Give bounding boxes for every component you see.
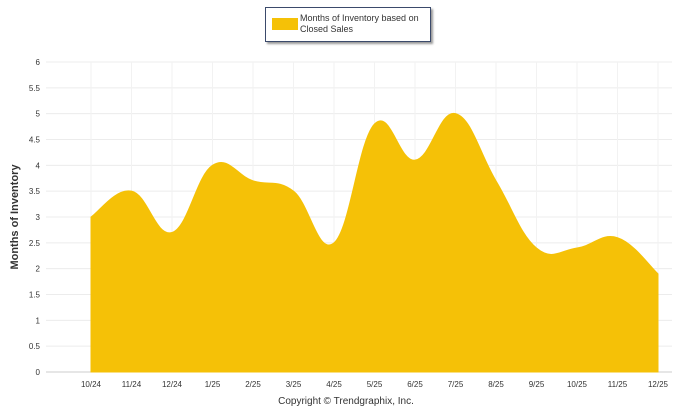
x-tick-label: 8/25 — [488, 380, 504, 389]
data-point[interactable] — [331, 240, 337, 246]
data-point[interactable] — [493, 178, 499, 184]
data-point[interactable] — [372, 121, 378, 127]
series-area — [88, 111, 661, 373]
y-tick-label: 0 — [36, 368, 41, 377]
x-tick-label: 11/25 — [608, 380, 628, 389]
y-tick-label: 4.5 — [29, 136, 41, 145]
y-tick-label: 1.5 — [29, 291, 41, 300]
legend-label: Months of Inventory based on Closed Sale… — [300, 13, 419, 34]
x-tick-label: 10/24 — [81, 380, 102, 389]
x-tick-label: 2/25 — [245, 380, 261, 389]
x-tick-label: 1/25 — [205, 380, 221, 389]
legend[interactable]: Months of Inventory based on Closed Sale… — [265, 7, 431, 42]
x-tick-label: 9/25 — [529, 380, 545, 389]
x-tick-label: 11/24 — [122, 380, 142, 389]
y-tick-label: 1 — [36, 316, 41, 325]
series-area-path — [90, 113, 659, 373]
x-tick-label: 7/25 — [448, 380, 464, 389]
y-tick-label: 0.5 — [29, 342, 41, 351]
data-point[interactable] — [250, 178, 256, 184]
x-tick-label: 10/25 — [567, 380, 588, 389]
x-tick-label: 4/25 — [326, 380, 342, 389]
data-point[interactable] — [412, 157, 418, 163]
y-tick-label: 5.5 — [29, 84, 41, 93]
copyright-footer: Copyright © Trendgraphix, Inc. — [278, 396, 414, 407]
y-tick-label: 2.5 — [29, 239, 41, 248]
y-tick-label: 4 — [36, 161, 41, 170]
data-point[interactable] — [615, 235, 621, 241]
x-tick-label: 12/25 — [648, 380, 669, 389]
y-tick-label: 3 — [36, 213, 41, 222]
x-tick-label: 12/24 — [162, 380, 183, 389]
x-tick-label: 3/25 — [286, 380, 302, 389]
y-axis-title: Months of Inventory — [9, 164, 21, 270]
data-point[interactable] — [129, 188, 135, 194]
x-tick-label: 5/25 — [367, 380, 383, 389]
x-tick-label: 6/25 — [407, 380, 423, 389]
data-point[interactable] — [655, 271, 661, 277]
y-tick-label: 3.5 — [29, 187, 41, 196]
data-point[interactable] — [453, 111, 459, 117]
y-tick-label: 6 — [36, 58, 41, 67]
data-point[interactable] — [291, 188, 297, 194]
y-tick-label: 2 — [36, 265, 41, 274]
data-point[interactable] — [88, 214, 94, 220]
data-point[interactable] — [169, 230, 175, 236]
axes: 0 0.5 1 1.5 2 2.5 3 3.5 4 4.5 5 5.5 6 10/24 11/24 12/24… — [29, 58, 669, 389]
data-point[interactable] — [210, 162, 216, 168]
y-tick-label: 5 — [36, 110, 41, 119]
data-point[interactable] — [574, 245, 580, 251]
legend-swatch — [272, 18, 298, 30]
data-point[interactable] — [534, 245, 540, 251]
